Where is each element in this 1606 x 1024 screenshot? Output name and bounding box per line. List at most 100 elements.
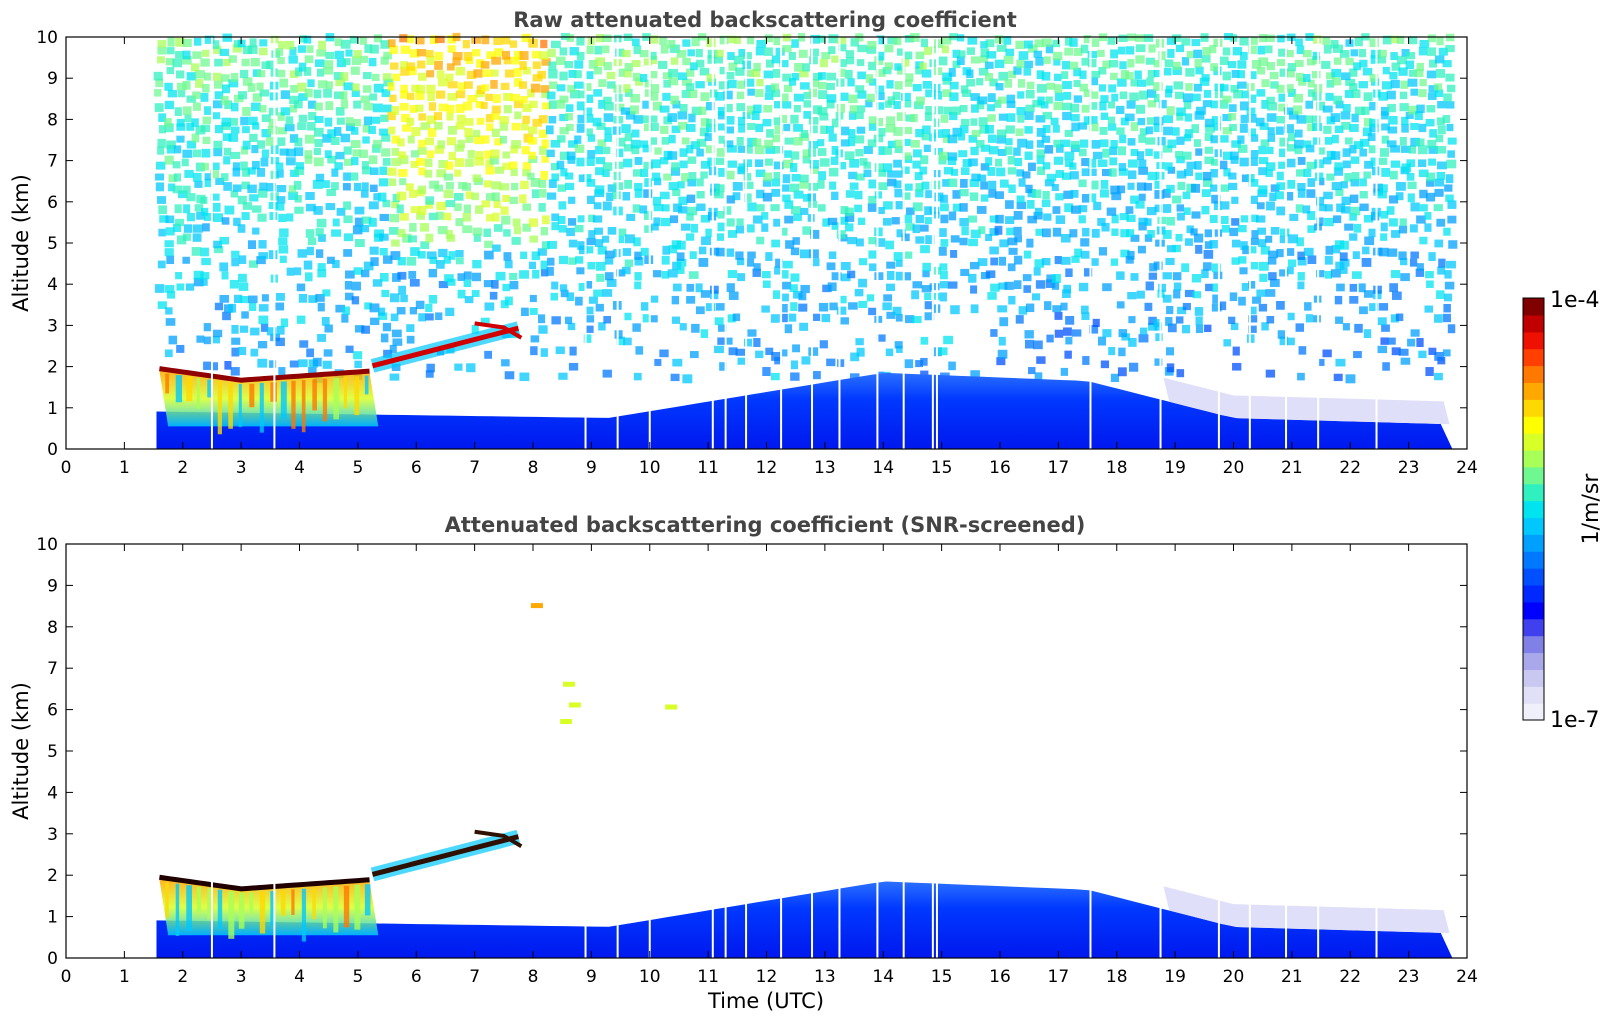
noise-cell xyxy=(688,271,699,279)
noise-cell xyxy=(522,115,530,124)
noise-cell xyxy=(728,291,739,300)
noise-cell xyxy=(986,51,997,59)
noise-cell xyxy=(1074,248,1083,258)
noise-cell xyxy=(756,204,765,212)
noise-cell xyxy=(484,240,493,248)
noise-cell xyxy=(597,139,607,147)
noise-cell xyxy=(893,126,903,136)
noise-cell xyxy=(578,90,587,99)
noise-cell xyxy=(1147,100,1157,108)
noise-cell xyxy=(774,266,783,275)
noise-cell xyxy=(1117,146,1127,156)
noise-cell xyxy=(1362,127,1372,137)
noise-cell xyxy=(1098,84,1107,92)
noise-cell xyxy=(1399,91,1408,100)
aerosol-streak xyxy=(291,380,296,429)
noise-cell xyxy=(1172,61,1181,70)
noise-cell xyxy=(822,218,831,227)
noise-cell xyxy=(996,129,1007,138)
noise-cell xyxy=(827,217,838,225)
noise-cell xyxy=(1296,169,1305,177)
noise-cell xyxy=(520,96,528,104)
x-tick-label: 10 xyxy=(639,458,661,478)
noise-cell xyxy=(312,357,322,367)
noise-cell xyxy=(1046,274,1056,283)
noise-cell xyxy=(1446,159,1457,169)
noise-cell xyxy=(1147,117,1155,125)
noise-cell xyxy=(289,134,299,143)
noise-cell xyxy=(1342,323,1350,331)
noise-cell xyxy=(761,271,771,279)
noise-cell xyxy=(1171,244,1181,253)
noise-cell xyxy=(1436,117,1445,126)
noise-cell xyxy=(213,246,224,254)
noise-cell xyxy=(1153,60,1162,68)
noise-cell xyxy=(1221,201,1230,210)
noise-cell xyxy=(528,151,536,160)
noise-cell xyxy=(858,258,868,266)
noise-cell xyxy=(1345,39,1354,47)
noise-cell xyxy=(826,99,835,109)
noise-cell xyxy=(1426,70,1437,79)
noise-cell xyxy=(1003,36,1012,45)
noise-cell xyxy=(1175,233,1183,242)
noise-cell xyxy=(672,188,681,197)
noise-cell xyxy=(420,122,431,130)
noise-cell xyxy=(988,180,997,190)
noise-cell xyxy=(437,226,448,235)
noise-cell xyxy=(784,137,794,145)
noise-cell xyxy=(947,156,957,166)
aerosol-streak xyxy=(217,889,223,929)
noise-cell xyxy=(574,70,582,79)
noise-cell xyxy=(1386,206,1395,215)
noise-cell xyxy=(1205,124,1215,133)
noise-cell xyxy=(602,235,610,243)
noise-cell xyxy=(847,137,856,147)
noise-cell xyxy=(667,39,676,49)
noise-cell xyxy=(257,140,266,149)
noise-cell xyxy=(913,101,924,110)
noise-cell xyxy=(912,281,923,289)
noise-cell xyxy=(261,114,271,123)
noise-cell xyxy=(268,118,276,128)
noise-cell xyxy=(268,107,278,116)
noise-cell xyxy=(593,89,603,97)
noise-cell xyxy=(632,204,641,213)
noise-cell xyxy=(685,83,695,91)
noise-cell xyxy=(389,293,400,303)
noise-cell xyxy=(314,102,323,111)
noise-cell xyxy=(754,145,765,155)
noise-cell xyxy=(960,118,970,126)
noise-cell xyxy=(204,173,213,181)
noise-cell xyxy=(200,92,209,102)
noise-cell xyxy=(1427,47,1436,56)
noise-cell xyxy=(1266,201,1275,211)
colorbar-step xyxy=(1523,635,1544,654)
noise-cell xyxy=(509,272,518,280)
noise-cell xyxy=(1406,159,1416,168)
noise-cell xyxy=(519,51,529,60)
noise-cell xyxy=(452,57,461,66)
colorbar-steps xyxy=(1523,298,1544,721)
noise-cell xyxy=(791,39,799,48)
noise-cell xyxy=(211,40,220,50)
noise-cell xyxy=(494,138,503,146)
noise-cell xyxy=(818,72,826,80)
noise-cell xyxy=(1316,270,1325,278)
noise-cell xyxy=(340,72,349,81)
noise-cell xyxy=(343,146,352,155)
noise-cell xyxy=(1097,217,1106,226)
noise-cell xyxy=(658,60,668,69)
noise-cell xyxy=(822,284,832,293)
noise-cell xyxy=(676,266,685,274)
noise-cell xyxy=(434,51,443,61)
noise-cell xyxy=(1265,34,1275,42)
noise-cell xyxy=(779,313,788,323)
noise-cell xyxy=(1364,236,1375,246)
noise-cell xyxy=(1380,233,1388,241)
noise-cell xyxy=(1363,118,1373,127)
noise-cell xyxy=(948,211,957,221)
noise-cell xyxy=(987,292,997,300)
noise-cell xyxy=(654,177,662,186)
noise-cell xyxy=(1083,35,1092,44)
